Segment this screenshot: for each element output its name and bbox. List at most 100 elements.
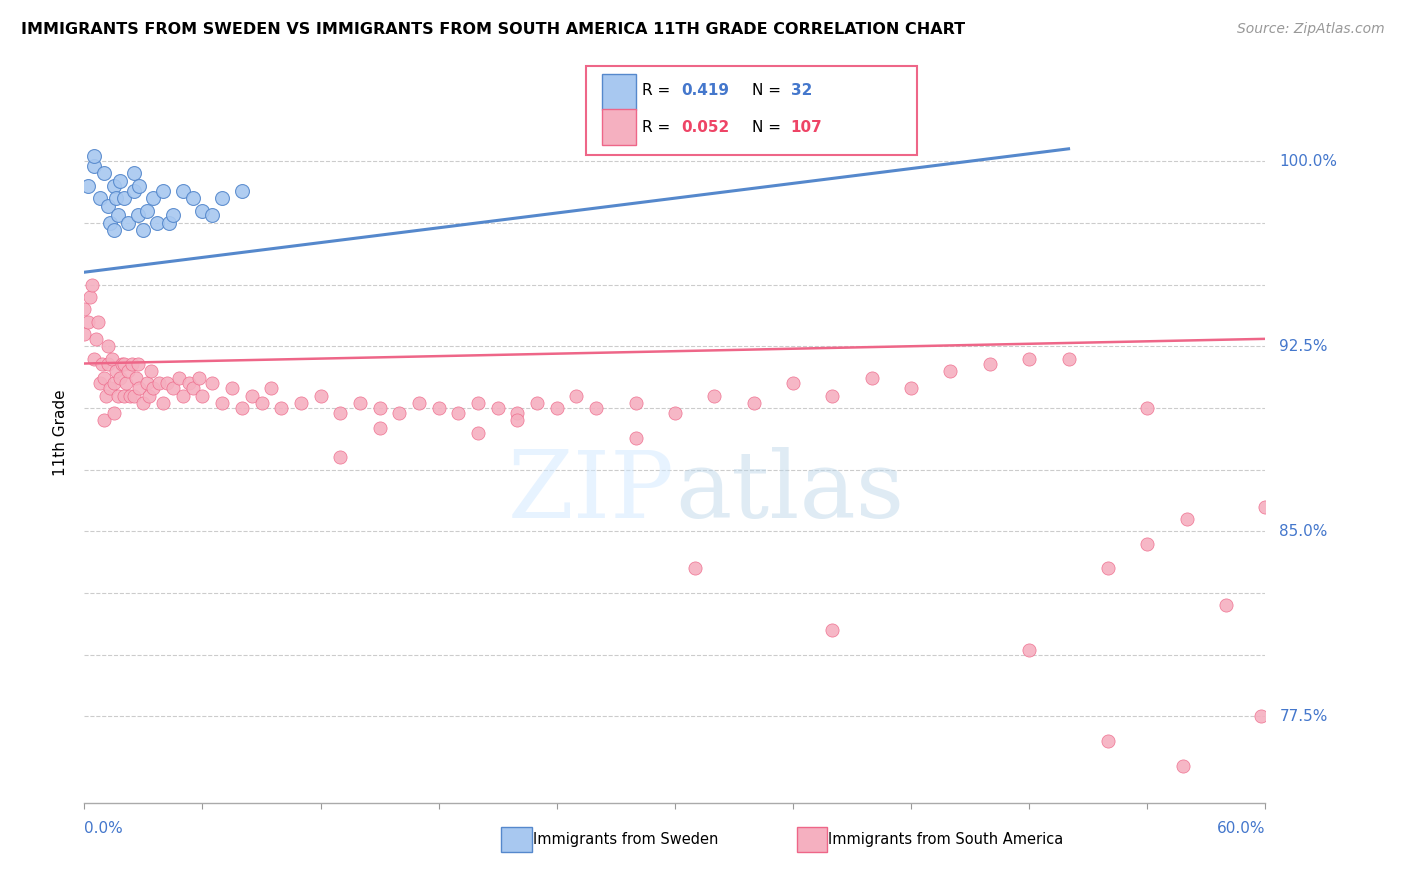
Point [231,184,253,198]
Point [181,191,204,205]
Point [156,376,179,391]
Point [89,191,111,205]
Point [191,388,214,402]
Point [201,209,224,223]
Point [167,371,190,385]
Point [250,396,273,410]
Point [103,178,125,193]
Point [329,450,352,465]
Text: N =: N = [752,120,786,135]
Point [1250,709,1272,723]
Point [162,209,184,223]
Text: 60.0%: 60.0% [1218,822,1265,837]
Point [152,396,174,410]
Point [146,216,169,230]
Text: Immigrants from South America: Immigrants from South America [828,832,1064,847]
Point [1294,450,1316,465]
Point [124,371,146,385]
Point [368,401,391,415]
Point [1136,401,1159,415]
Point [585,401,607,415]
Point [565,388,588,402]
Point [108,371,131,385]
Point [506,406,529,420]
Point [172,184,194,198]
Point [900,381,922,395]
Point [98,216,121,230]
Point [821,388,844,402]
Point [121,357,143,371]
Point [136,376,159,391]
FancyBboxPatch shape [586,66,917,155]
Point [97,198,120,212]
Point [107,209,129,223]
Point [211,191,233,205]
Y-axis label: 11th Grade: 11th Grade [53,389,69,476]
Point [939,364,962,378]
Point [103,406,125,420]
Point [191,203,214,218]
Point [172,388,194,402]
Point [112,357,135,371]
Point [136,203,159,218]
Point [1018,351,1040,366]
Point [94,388,117,402]
Point [624,431,647,445]
Point [112,191,135,205]
Point [664,406,686,420]
Point [83,149,105,163]
Point [87,314,110,328]
Point [117,216,139,230]
Point [84,332,107,346]
Point [821,623,844,637]
Point [82,277,104,292]
Point [122,184,145,198]
Point [703,388,725,402]
Text: 100.0%: 100.0% [1279,153,1337,169]
Point [1274,401,1296,415]
Text: 0.052: 0.052 [681,120,730,135]
Point [127,357,149,371]
Point [132,223,155,237]
Point [111,357,134,371]
Point [79,290,101,304]
Text: ZIP: ZIP [508,447,675,537]
Point [860,371,883,385]
Point [447,406,470,420]
Point [329,406,352,420]
Point [83,159,105,173]
Point [142,191,165,205]
Text: R =: R = [641,120,675,135]
Point [141,364,163,378]
Text: 92.5%: 92.5% [1279,339,1327,354]
Point [77,314,100,328]
Text: Immigrants from Sweden: Immigrants from Sweden [533,832,718,847]
Point [162,381,184,395]
Point [349,396,371,410]
Point [117,364,139,378]
Point [73,302,96,317]
Point [624,396,647,410]
Point [77,178,100,193]
Text: R =: R = [641,83,675,98]
Point [108,174,131,188]
FancyBboxPatch shape [502,827,531,853]
Point [138,388,160,402]
Point [101,351,124,366]
Text: 0.419: 0.419 [681,83,728,98]
Text: 32: 32 [790,83,813,98]
Point [104,364,127,378]
Point [103,223,125,237]
Text: Source: ZipAtlas.com: Source: ZipAtlas.com [1237,22,1385,37]
Point [114,376,136,391]
FancyBboxPatch shape [602,73,636,110]
Point [506,413,529,427]
Point [546,401,568,415]
Point [427,401,450,415]
Point [127,209,149,223]
Point [1175,512,1198,526]
Text: 107: 107 [790,120,823,135]
Point [142,381,165,395]
Point [1313,549,1336,563]
Point [83,351,105,366]
